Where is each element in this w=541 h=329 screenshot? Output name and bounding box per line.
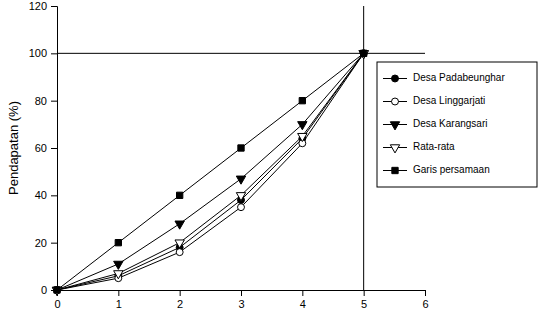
x-tick-label: 0: [54, 298, 60, 310]
x-tick: 4: [300, 290, 306, 310]
x-tick-mark: [425, 290, 426, 296]
y-tick-mark: [51, 243, 57, 244]
legend-marker: [390, 122, 399, 130]
chart: 0123456020406080100120Pendapatan (%)Desa…: [0, 0, 541, 329]
legend-item: Desa Karangsari: [383, 118, 487, 130]
data-point: [299, 98, 305, 104]
data-point: [52, 287, 61, 295]
reference-line: [57, 53, 425, 54]
series-line: [57, 53, 364, 290]
legend-box: [377, 62, 537, 187]
x-axis: 0 1 2 3 4 5 6: [54, 290, 428, 310]
x-tick-label: 5: [361, 298, 367, 310]
data-point: [175, 221, 184, 229]
x-tick: 1: [116, 290, 122, 310]
data-point: [176, 249, 183, 256]
y-tick: 80: [35, 95, 57, 107]
y-tick-mark: [51, 6, 57, 7]
y-tick: 40: [35, 189, 57, 201]
data-point: [238, 145, 244, 151]
x-tick: 3: [238, 290, 244, 310]
x-tick-label: 4: [300, 298, 306, 310]
data-point: [175, 240, 184, 248]
legend-item: Rata-rata: [383, 141, 455, 153]
y-tick-mark: [51, 53, 57, 54]
data-point: [359, 51, 368, 59]
legend-label: Desa Linggarjati: [413, 95, 485, 106]
y-tick-mark: [51, 195, 57, 196]
legend-label: Desa Karangsari: [413, 118, 487, 129]
data-point: [238, 204, 245, 211]
x-tick: 2: [177, 290, 183, 310]
markers: [52, 50, 368, 296]
y-tick-label: 20: [35, 237, 47, 249]
y-tick-mark: [51, 101, 57, 102]
y-tick-label: 0: [41, 284, 47, 296]
data-point: [298, 133, 307, 141]
legend-marker: [390, 145, 399, 153]
y-tick-label: 80: [35, 95, 47, 107]
data-point: [54, 287, 61, 294]
data-point: [298, 122, 307, 130]
legend: Desa Padabeunghar Desa Linggarjati Desa Ka…: [377, 62, 537, 187]
x-tick-mark: [302, 290, 303, 296]
data-point: [360, 50, 367, 57]
x-axis-line: [58, 291, 426, 297]
legend-marker: [392, 167, 398, 173]
data-point: [177, 192, 183, 198]
y-tick-label: 100: [29, 47, 47, 59]
legend-label: Desa Padabeunghar: [413, 72, 505, 83]
legend-marker: [392, 98, 399, 105]
data-point: [360, 50, 367, 57]
y-tick: 60: [35, 142, 57, 154]
legend-item: Desa Padabeunghar: [383, 72, 505, 83]
data-point: [52, 287, 61, 295]
x-tick-label: 3: [238, 298, 244, 310]
legend-item: Garis persamaan: [383, 164, 490, 175]
y-axis-title: Pendapatan (%): [6, 101, 21, 195]
y-tick: 120: [29, 0, 57, 12]
y-tick: 100: [29, 47, 57, 59]
lines: [57, 6, 425, 290]
x-tick-label: 1: [116, 298, 122, 310]
data-point: [236, 193, 245, 201]
data-point: [361, 50, 367, 56]
data-point: [359, 51, 368, 59]
x-tick: 6: [422, 290, 428, 310]
legend-label: Garis persamaan: [413, 164, 490, 175]
data-point: [114, 261, 123, 269]
legend-item: Desa Linggarjati: [383, 95, 485, 106]
x-tick-mark: [364, 290, 365, 296]
series-line: [57, 53, 364, 290]
data-point: [115, 240, 121, 246]
x-tick-mark: [241, 290, 242, 296]
legend-label: Rata-rata: [413, 141, 455, 152]
series-line: [57, 53, 364, 290]
y-tick-label: 60: [35, 142, 47, 154]
x-tick-mark: [118, 290, 119, 296]
y-tick: 20: [35, 237, 57, 249]
y-axis: 0 20 40 60 80 100 120: [29, 0, 58, 296]
y-tick-mark: [51, 148, 57, 149]
data-point: [114, 271, 123, 279]
data-point: [54, 287, 60, 293]
legend-marker: [392, 75, 399, 82]
x-tick-label: 2: [177, 298, 183, 310]
series-line: [57, 53, 364, 290]
x-tick: 5: [361, 290, 367, 310]
x-tick-mark: [180, 290, 181, 296]
reference-line: [363, 6, 364, 290]
y-tick-label: 40: [35, 189, 47, 201]
x-tick-label: 6: [422, 298, 428, 310]
series-line: [57, 53, 364, 290]
data-point: [236, 176, 245, 184]
y-tick-label: 120: [29, 0, 47, 12]
data-point: [54, 287, 61, 294]
y-axis-line: [51, 7, 58, 291]
plot: 0123456020406080100120: [29, 0, 429, 310]
